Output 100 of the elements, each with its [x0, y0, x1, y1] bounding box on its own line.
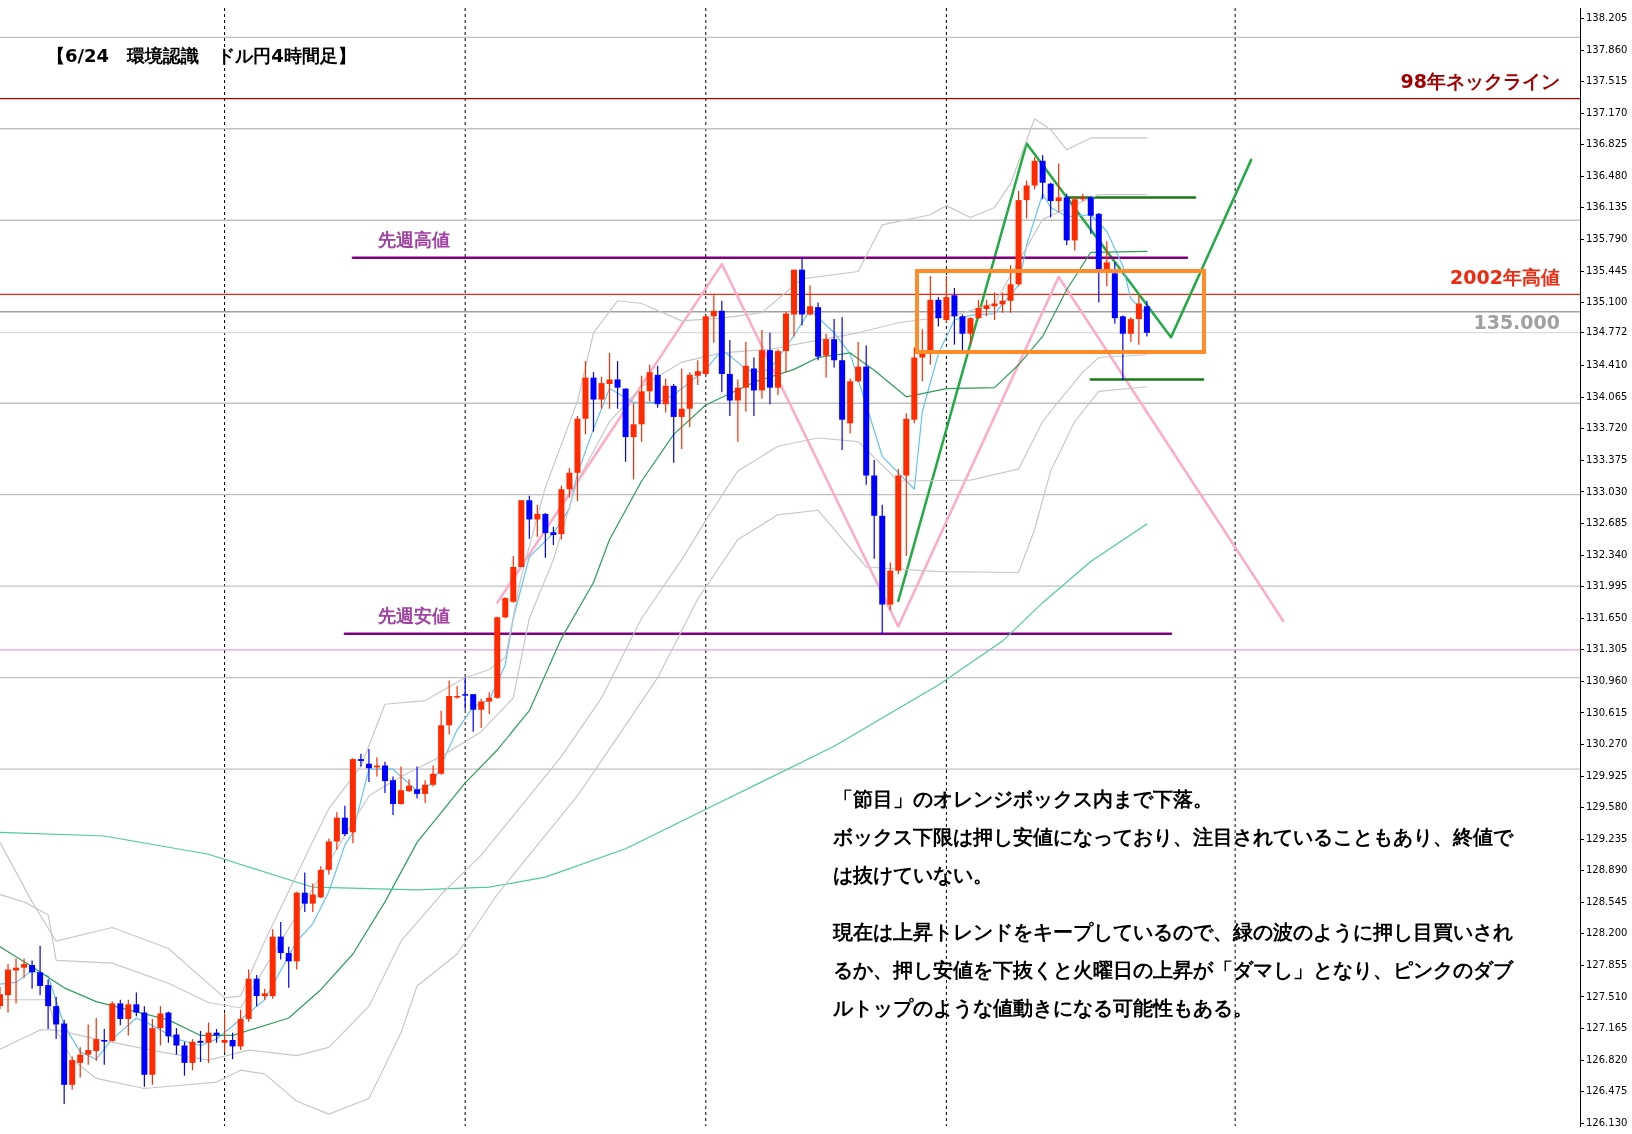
- candlestick: [975, 299, 982, 320]
- y-tick-label: 130.960: [1586, 674, 1628, 686]
- candlestick: [935, 296, 942, 327]
- candlestick: [823, 333, 830, 379]
- annotation: 「節目」のオレンジボックス内まで下落。: [833, 786, 1214, 813]
- y-tick-label: 131.650: [1586, 611, 1628, 623]
- y-tick-label: 129.925: [1586, 769, 1628, 781]
- candlestick: [606, 352, 613, 410]
- y-tick-label: 131.995: [1586, 580, 1628, 592]
- candlestick: [550, 526, 557, 546]
- candlestick: [502, 596, 509, 619]
- candlestick: [694, 359, 701, 386]
- candlestick: [855, 341, 862, 383]
- candlestick: [943, 275, 950, 324]
- y-tick-label: 137.860: [1586, 43, 1628, 55]
- y-tick-label: 127.510: [1586, 990, 1628, 1002]
- candlestick: [1047, 182, 1054, 219]
- candlestick: [831, 318, 838, 369]
- candlestick: [341, 805, 348, 837]
- y-tick-label: 132.340: [1586, 548, 1628, 560]
- y-tick-label: 134.772: [1586, 326, 1628, 338]
- candlestick: [1119, 314, 1126, 381]
- candlestick: [205, 1022, 212, 1064]
- candlestick: [21, 957, 28, 979]
- candlestick: [422, 779, 429, 804]
- candlestick: [333, 811, 340, 851]
- ref-line-label: 2002年高値: [1450, 265, 1560, 288]
- y-tick-label: 129.235: [1586, 832, 1628, 844]
- y-tick-label: 134.065: [1586, 390, 1628, 402]
- candlestick: [173, 1027, 180, 1056]
- y-tick-label: 127.165: [1586, 1022, 1628, 1034]
- candlestick: [710, 294, 717, 344]
- candlestick: [430, 764, 437, 788]
- annotation: 現在は上昇トレンドをキープしているので、緑の波のように押し目買いされるか、押し安値を下抜くと火曜日の上昇が「ダマし」となり、ピンクのダブルトップのような値動きになる可能性もある。: [833, 919, 1515, 1022]
- y-tick-label: 128.545: [1586, 895, 1628, 907]
- candlestick: [678, 367, 685, 450]
- candlestick: [742, 341, 749, 413]
- candlestick: [133, 991, 140, 1017]
- y-tick-label: 135.100: [1586, 296, 1628, 308]
- annotation: 先週高値: [376, 229, 450, 251]
- y-tick-label: 126.475: [1586, 1085, 1628, 1097]
- candlestick: [277, 921, 284, 961]
- candlestick: [197, 1030, 204, 1063]
- candlestick: [542, 512, 549, 559]
- candlestick: [1007, 264, 1014, 314]
- candlestick: [381, 761, 388, 794]
- candlestick: [189, 1038, 196, 1071]
- y-tick-label: 130.615: [1586, 706, 1628, 718]
- y-tick-label: 126.820: [1586, 1053, 1628, 1065]
- candlestick: [526, 495, 533, 540]
- candlestick: [181, 1041, 188, 1077]
- candlestick: [1127, 316, 1134, 343]
- candlestick: [662, 377, 669, 413]
- candlestick: [470, 693, 477, 733]
- candlestick: [750, 356, 757, 417]
- candlestick: [807, 284, 814, 316]
- candlestick: [53, 996, 60, 1040]
- candlestick: [357, 753, 364, 768]
- candlestick: [478, 698, 485, 729]
- y-tick-label: 128.890: [1586, 864, 1628, 876]
- candlestick: [285, 946, 292, 989]
- annotation: ボックス下限は押し安値になっており、注目されていることもあり、終値では抜けていない。: [833, 824, 1515, 889]
- candlestick: [406, 778, 413, 793]
- candlestick: [590, 371, 597, 433]
- y-tick-label: 136.135: [1586, 201, 1628, 213]
- candlestick: [117, 999, 124, 1026]
- candlestick: [967, 316, 974, 346]
- y-tick-label: 131.305: [1586, 643, 1628, 655]
- candlestick: [157, 1005, 164, 1047]
- candlestick: [390, 775, 396, 816]
- candlestick: [309, 882, 316, 913]
- y-tick-label: 134.410: [1586, 359, 1628, 371]
- candlestick: [101, 1028, 108, 1066]
- y-tick-label: 129.580: [1586, 801, 1628, 813]
- candlestick: [534, 504, 541, 538]
- y-tick-label: 133.375: [1586, 454, 1628, 466]
- ref-line-label: 135.000: [1473, 311, 1560, 334]
- candlestick: [85, 1023, 92, 1066]
- candlestick: [598, 376, 605, 410]
- candlestick: [614, 360, 621, 410]
- y-tick-label: 137.515: [1586, 75, 1628, 87]
- candlestick: [1055, 162, 1062, 213]
- candlestick: [77, 1046, 84, 1079]
- candlestick: [951, 287, 958, 346]
- y-tick-label: 137.170: [1586, 106, 1628, 118]
- candlestick: [414, 765, 421, 800]
- text: 【6/24 環境認識 ドル円4時間足】: [47, 44, 356, 68]
- y-tick-label: 133.720: [1586, 422, 1628, 434]
- y-tick-label: 133.030: [1586, 485, 1628, 497]
- candlestick: [1039, 154, 1046, 200]
- candlestick: [229, 1032, 236, 1060]
- candlestick: [93, 1017, 100, 1062]
- y-tick-label: 136.480: [1586, 169, 1628, 181]
- y-tick-label: 132.685: [1586, 517, 1628, 529]
- candlestick: [398, 765, 405, 806]
- candlestick: [253, 974, 260, 1007]
- y-tick-label: 135.445: [1586, 264, 1628, 276]
- candlestick: [37, 945, 44, 996]
- candlestick: [630, 402, 637, 480]
- candlestick: [45, 979, 52, 1030]
